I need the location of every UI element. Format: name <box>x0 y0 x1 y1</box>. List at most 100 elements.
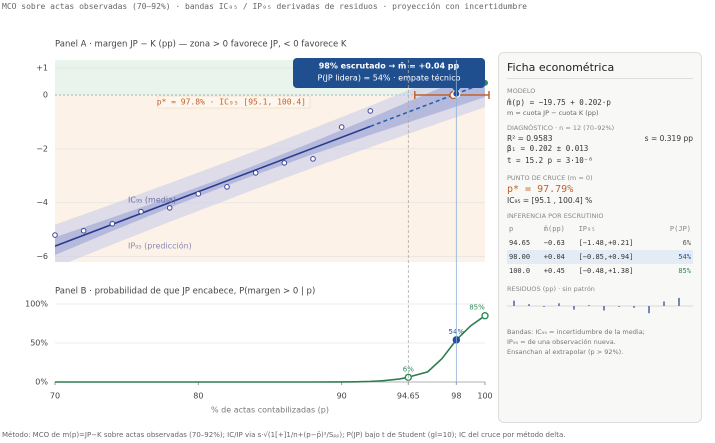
cell: [−0.48,+1.38] <box>578 267 634 275</box>
residual-bar <box>573 306 575 310</box>
section-head: MODELO <box>507 87 536 95</box>
residual-bar <box>648 306 650 314</box>
model-note: m = cuota JP − cuota K (pp) <box>507 109 599 117</box>
observed-point <box>281 160 288 166</box>
x-tick-label: 90 <box>337 392 347 401</box>
residual-bar <box>588 305 590 306</box>
card: Ficha econométrica MODELO m̂(p) = −19.75… <box>498 52 702 423</box>
residual-chart <box>507 297 693 314</box>
band-label: IP₉₅ (predicción) <box>128 241 192 251</box>
residual-bar <box>678 297 680 306</box>
observed-point <box>310 156 316 162</box>
residual-bar <box>528 304 530 306</box>
fit-line <box>55 125 371 247</box>
t-stat: t = 15.2 p = 3·10⁻⁸ <box>507 156 593 165</box>
y-tick-label: −2 <box>36 144 48 153</box>
card-title: Ficha econométrica <box>507 61 693 79</box>
x-tick-label: 80 <box>193 392 203 401</box>
header: MCO sobre actas observadas (70–92%) · ba… <box>2 2 527 11</box>
table: p m̂(pp) IP₉₅ P(JP) 94.65 −0.63 [−1.48,+0.21] 6… <box>507 222 693 278</box>
tooltip-text: 98% escrutado → m̂ = +0.04 pp <box>319 61 460 71</box>
observed-point <box>338 124 345 130</box>
section-head: PUNTO DE CRUCE (m = 0) <box>507 174 593 182</box>
section-head: INFERENCIA POR ESCRUTINIO <box>507 212 604 220</box>
residual-bar <box>513 300 515 306</box>
cell: p <box>509 225 514 233</box>
observed-point <box>138 208 144 215</box>
observed-point <box>367 108 374 114</box>
y-tick-label: −6 <box>36 252 48 261</box>
tooltip-text: P(JP lidera) = 54% · empate técnico <box>318 73 461 83</box>
cell: +0.45 <box>543 267 565 275</box>
cell: m̂(pp) <box>543 225 565 233</box>
panel-a: Panel A · margen JP − K (pp) — zona > 0 … <box>36 40 490 262</box>
cell: 6% <box>682 239 691 247</box>
y-tick-label: 50% <box>30 339 48 348</box>
observed-point <box>52 232 58 238</box>
residual-bar <box>543 306 545 307</box>
chart: Panel A · margen JP − K (pp) — zona > 0 … <box>25 40 493 415</box>
x-tick-label: 94.65 <box>397 392 420 401</box>
observed-point <box>166 205 173 211</box>
table-row: 98.00 +0.04 [−0.85,+0.94] 54% <box>507 250 693 264</box>
notes: Bandas: IC₉₅ = incertidumbre de la media… <box>507 327 693 357</box>
cell: 98.00 <box>509 253 531 261</box>
x-axis-label: % de actas contabilizadas (p) <box>211 406 329 415</box>
cell: +0.04 <box>543 253 565 261</box>
table-row: 94.65 −0.63 [−1.48,+0.21] 6% <box>507 236 693 250</box>
residual-bar <box>633 306 635 308</box>
table-row: p m̂(pp) IP₉₅ P(JP) <box>507 222 693 236</box>
cell: [−0.85,+0.94] <box>578 253 634 261</box>
y-tick-label: 0 <box>43 91 48 100</box>
section-head: RESIDUOS (pp) · sin patrón <box>507 285 595 293</box>
cell: 85% <box>678 267 691 275</box>
y-tick-label: −4 <box>36 198 48 207</box>
s: s = 0.319 pp <box>644 134 693 143</box>
cell: 54% <box>678 253 691 261</box>
footer: Método: MCO de m(p)=JP−K sobre actas obs… <box>2 431 566 439</box>
crossover-label-box <box>157 95 311 109</box>
cell: [−1.48,+0.21] <box>578 239 634 247</box>
residual-bar <box>663 301 665 306</box>
r2: R² = 0.9583 <box>507 134 553 143</box>
y-tick-label: +1 <box>36 64 48 73</box>
x-tick-label: 100 <box>477 392 492 401</box>
y-tick-label: 100% <box>25 300 48 309</box>
ci-band <box>55 68 485 255</box>
cell: 100.0 <box>509 267 531 275</box>
note: IP₉₅ = de una observación nueva. <box>507 338 616 346</box>
point-label: 6% <box>403 365 414 373</box>
residual-bar <box>618 306 620 307</box>
observed-point <box>252 170 259 176</box>
cell: 94.65 <box>509 239 531 247</box>
point-label: 85% <box>469 304 485 312</box>
panel-title: Panel B · probabilidad de que JP encabec… <box>55 287 315 297</box>
beta: β₁ = 0.202 ± 0.013 <box>507 144 589 153</box>
band-label: IC₉₅ (media) <box>128 196 176 205</box>
note: Bandas: IC₉₅ = incertidumbre de la media… <box>507 328 645 336</box>
observed-point <box>80 227 87 234</box>
tooltip-box <box>293 58 485 88</box>
observed-point <box>224 184 230 190</box>
y-tick-label: 0% <box>35 378 48 387</box>
cell: −0.63 <box>543 239 565 247</box>
panel-b: Panel B · probabilidad de que JP encabec… <box>25 287 493 415</box>
residual-bar <box>558 303 560 306</box>
probability-line <box>55 315 486 383</box>
residual-bar <box>603 306 605 311</box>
pstar-ci: IC₉₅ = [95.1 , 100.4] % <box>507 196 593 205</box>
crossover-label: p* = 97.8% · IC₉₅ [95.1, 100.4] <box>157 98 306 107</box>
pstar: p* = 97.79% <box>507 184 574 195</box>
probability-point <box>481 312 489 320</box>
x-tick-label: 70 <box>50 392 60 401</box>
cell: IP₉₅ <box>578 225 596 233</box>
x-tick-label: 98 <box>451 392 461 401</box>
section-head: DIAGNÓSTICO · n = 12 (70–92%) <box>507 124 615 132</box>
observed-point <box>109 220 116 227</box>
table-row: 100.0 +0.45 [−0.48,+1.38] 85% <box>507 264 693 278</box>
panel-title: Panel A · margen JP − K (pp) — zona > 0 … <box>55 40 347 50</box>
note: Ensanchan al extrapolar (p > 92%). <box>507 348 624 356</box>
model: m̂(p) = −19.75 + 0.202·p <box>507 98 611 107</box>
cell: P(JP) <box>669 225 691 233</box>
